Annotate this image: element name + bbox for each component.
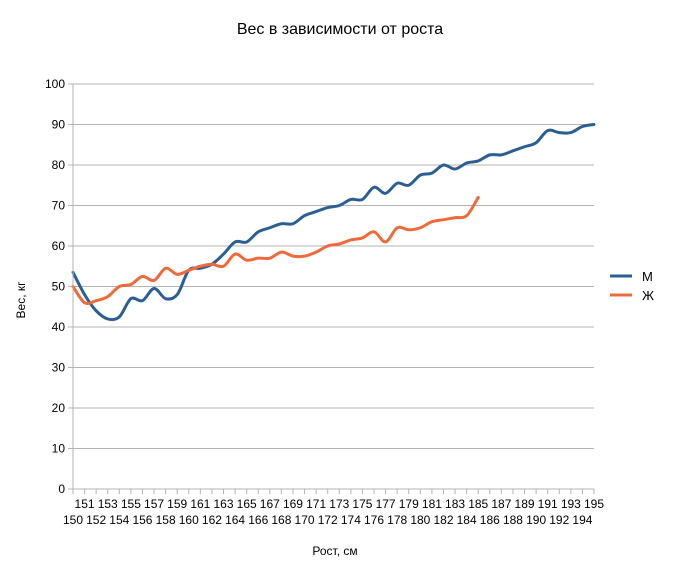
x-tick-label-154: 154 [109, 513, 129, 527]
y-tick-label-80: 80 [52, 158, 66, 172]
x-tick-label-189: 189 [515, 497, 535, 511]
series-line-2 [71, 195, 480, 306]
legend: МЖ [610, 269, 654, 303]
y-tick-label-50: 50 [52, 280, 66, 294]
y-axis-label: Вес, кг [14, 281, 28, 319]
x-tick-label-173: 173 [329, 497, 349, 511]
x-tick-label-169: 169 [283, 497, 303, 511]
x-tick-label-156: 156 [132, 513, 152, 527]
x-tick-label-195: 195 [584, 497, 604, 511]
x-tick-label-155: 155 [121, 497, 141, 511]
x-tick-label-163: 163 [213, 497, 233, 511]
y-tick-label-20: 20 [52, 401, 66, 415]
chart-title: Вес в зависимости от роста [237, 21, 443, 38]
x-tick-label-187: 187 [491, 497, 511, 511]
x-tick-label-167: 167 [260, 497, 280, 511]
x-tick-label-194: 194 [572, 513, 592, 527]
x-tick-label-182: 182 [433, 513, 453, 527]
series-line-1 [71, 123, 596, 322]
x-tick-label-168: 168 [271, 513, 291, 527]
x-tick-label-188: 188 [503, 513, 523, 527]
x-tick-label-174: 174 [341, 513, 361, 527]
x-axis-label: Рост, см [312, 544, 357, 558]
legend-label-1: М [642, 269, 653, 284]
y-tick-label-10: 10 [52, 442, 66, 456]
x-tick-label-180: 180 [410, 513, 430, 527]
x-tick-label-191: 191 [538, 497, 558, 511]
y-tick-label-40: 40 [52, 320, 66, 334]
y-tick-label-100: 100 [45, 77, 65, 91]
gridlines [73, 83, 594, 449]
legend-label-2: Ж [642, 288, 654, 303]
x-tick-label-159: 159 [167, 497, 187, 511]
x-tick-label-179: 179 [399, 497, 419, 511]
x-tick-label-175: 175 [352, 497, 372, 511]
x-tick-label-157: 157 [144, 497, 164, 511]
y-tick-label-30: 30 [52, 361, 66, 375]
x-tick-label-193: 193 [561, 497, 581, 511]
x-tick-label-178: 178 [387, 513, 407, 527]
y-tick-label-90: 90 [52, 118, 66, 132]
y-axis-ticks: 0 10 20 30 40 50 60 70 80 90 100 [45, 77, 73, 496]
x-tick-label-176: 176 [364, 513, 384, 527]
x-tick-label-161: 161 [190, 497, 210, 511]
x-tick-label-153: 153 [98, 497, 118, 511]
y-tick-label-60: 60 [52, 239, 66, 253]
x-tick-label-190: 190 [526, 513, 546, 527]
x-tick-label-150: 150 [63, 513, 83, 527]
x-tick-label-165: 165 [237, 497, 257, 511]
x-tick-label-183: 183 [445, 497, 465, 511]
x-tick-label-152: 152 [86, 513, 106, 527]
x-tick-label-171: 171 [306, 497, 326, 511]
y-tick-label-70: 70 [52, 199, 66, 213]
x-tick-label-177: 177 [376, 497, 396, 511]
x-tick-label-170: 170 [295, 513, 315, 527]
x-tick-label-181: 181 [422, 497, 442, 511]
x-tick-label-162: 162 [202, 513, 222, 527]
x-tick-label-166: 166 [248, 513, 268, 527]
x-tick-label-172: 172 [318, 513, 338, 527]
x-tick-label-184: 184 [457, 513, 477, 527]
x-tick-label-151: 151 [75, 497, 95, 511]
series-lines [71, 123, 596, 322]
x-tick-label-158: 158 [156, 513, 176, 527]
x-tick-label-185: 185 [468, 497, 488, 511]
x-tick-label-164: 164 [225, 513, 245, 527]
x-tick-label-160: 160 [179, 513, 199, 527]
x-axis-ticks: 1501511521531541551561571581591601611621… [63, 489, 604, 527]
y-tick-label-0: 0 [58, 482, 65, 496]
x-tick-label-192: 192 [549, 513, 569, 527]
x-tick-label-186: 186 [480, 513, 500, 527]
